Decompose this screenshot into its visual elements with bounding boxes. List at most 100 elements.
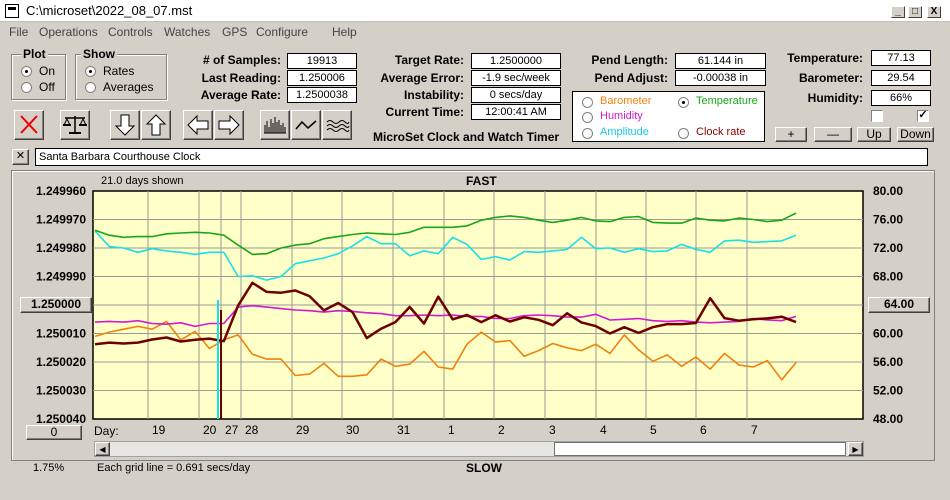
right-tick-label: 68.00 bbox=[873, 270, 903, 284]
average-rate-value: 1.2500038 bbox=[287, 87, 357, 103]
series-line-temperature bbox=[94, 212, 797, 256]
humidity-checkbox-2[interactable]: ✓ bbox=[917, 109, 929, 122]
arrow-down-icon bbox=[114, 114, 136, 136]
menu-operations[interactable]: Operations bbox=[39, 25, 98, 39]
average-error-value: -1.9 sec/week bbox=[471, 70, 561, 86]
noise-view-button[interactable] bbox=[322, 110, 352, 140]
scale-up-button[interactable]: Up bbox=[857, 127, 891, 142]
x-tick-label: 27 bbox=[225, 423, 239, 437]
window-title: C:\microset\2022_08_07.mst bbox=[26, 3, 193, 18]
menu-controls[interactable]: Controls bbox=[108, 25, 153, 39]
humidity-radio[interactable] bbox=[582, 112, 593, 123]
histogram-icon bbox=[264, 117, 286, 134]
scroll-right-button[interactable] bbox=[214, 110, 244, 140]
close-window-button[interactable]: X bbox=[927, 6, 941, 18]
right-tick-label: 76.00 bbox=[873, 213, 903, 227]
right-axis-ticks: 80.0076.0072.0068.0064.0060.0056.0052.00… bbox=[873, 184, 903, 426]
barometer-radio-label: Barometer bbox=[600, 95, 652, 107]
clock-name-field[interactable]: Santa Barbara Courthouse Clock bbox=[35, 148, 928, 166]
left-tick-label: 1.249970 bbox=[36, 213, 86, 227]
humidity-radio-label: Humidity bbox=[600, 110, 643, 122]
fast-label: FAST bbox=[466, 174, 497, 188]
series-line-humidity bbox=[94, 304, 797, 328]
temperature-value: 77.13 bbox=[871, 50, 931, 66]
chart-panel bbox=[11, 170, 935, 461]
menu-help[interactable]: Help bbox=[332, 25, 357, 39]
right-tick-label: 72.00 bbox=[873, 241, 903, 255]
scroll-down-button[interactable] bbox=[110, 110, 140, 140]
scroll-up-button[interactable] bbox=[141, 110, 171, 140]
slow-label: SLOW bbox=[466, 461, 502, 475]
left-axis-center-button[interactable]: 1.250000 bbox=[20, 297, 92, 313]
show-averages-radio[interactable] bbox=[85, 82, 96, 93]
scale-minus-button[interactable]: — bbox=[814, 127, 852, 142]
menu-gps[interactable]: GPS bbox=[222, 25, 248, 39]
clock-rate-radio[interactable] bbox=[678, 128, 689, 139]
scale-plus-button[interactable]: + bbox=[775, 127, 807, 142]
x-tick-label: 29 bbox=[296, 423, 310, 437]
scale-balance-button[interactable] bbox=[60, 110, 90, 140]
barometer-radio[interactable] bbox=[582, 97, 593, 108]
menu-bar: File Operations Controls Watches GPS Con… bbox=[0, 23, 950, 41]
percent-label: 1.75% bbox=[33, 462, 65, 474]
current-time-value: 12:00:41 AM bbox=[471, 104, 561, 120]
show-group-title: Show bbox=[81, 47, 117, 61]
scroll-left-button[interactable] bbox=[183, 110, 213, 140]
humidity-checkbox-1[interactable] bbox=[871, 110, 883, 122]
x-tick-label: 31 bbox=[397, 423, 411, 437]
maximize-button[interactable]: □ bbox=[908, 6, 922, 18]
show-rates-radio[interactable] bbox=[85, 66, 96, 77]
stop-button[interactable] bbox=[14, 110, 44, 140]
scroll-right-arrow-icon[interactable]: ▶ bbox=[848, 442, 863, 456]
amplitude-radio-label: Amplitude bbox=[600, 126, 649, 138]
series-select-group: Barometer Temperature Humidity Amplitude… bbox=[572, 91, 765, 142]
plot-group: Plot On Off bbox=[11, 47, 66, 100]
app-title: MicroSet Clock and Watch Timer bbox=[373, 130, 560, 144]
target-rate-value: 1.2500000 bbox=[471, 53, 561, 69]
show-rates-label: Rates bbox=[103, 64, 135, 78]
scroll-left-arrow-icon[interactable]: ◀ bbox=[95, 442, 110, 456]
pend-adjust-value: -0.00038 in bbox=[675, 70, 766, 86]
menu-configure[interactable]: Configure bbox=[256, 25, 309, 39]
barometer-value: 29.54 bbox=[871, 70, 931, 86]
x-tick-label: 28 bbox=[245, 423, 259, 437]
barometer-label: Barometer: bbox=[798, 71, 863, 85]
days-shown-label: 21.0 days shown bbox=[101, 175, 184, 187]
right-axis-center-button[interactable]: 64.00 bbox=[868, 297, 930, 313]
minimize-button[interactable]: _ bbox=[891, 6, 905, 18]
wave-view-button[interactable] bbox=[291, 110, 321, 140]
histogram-view-button[interactable] bbox=[260, 110, 290, 140]
amplitude-radio[interactable] bbox=[582, 128, 593, 139]
samples-value: 19913 bbox=[287, 53, 357, 69]
menu-file[interactable]: File bbox=[9, 25, 29, 39]
offset-zero-button[interactable]: 0 bbox=[26, 425, 82, 440]
plot-off-radio[interactable] bbox=[21, 82, 32, 93]
target-rate-label: Target Rate: bbox=[394, 53, 464, 67]
plot-on-label: On bbox=[39, 64, 56, 78]
horizontal-scrollbar[interactable]: ◀ ▶ bbox=[94, 441, 864, 457]
scale-down-button[interactable]: Down bbox=[897, 127, 934, 142]
clock-rate-radio-label: Clock rate bbox=[696, 126, 746, 138]
left-tick-label: 1.250010 bbox=[36, 327, 86, 341]
left-tick-label: 1.249980 bbox=[36, 241, 86, 255]
left-tick-label: 1.250040 bbox=[36, 412, 86, 426]
clear-clock-name-button[interactable]: ✕ bbox=[12, 149, 29, 165]
right-tick-label: 52.00 bbox=[873, 384, 903, 398]
average-error-label: Average Error: bbox=[380, 71, 464, 85]
plot-on-radio[interactable] bbox=[21, 66, 32, 77]
x-tick-label: 19 bbox=[152, 423, 166, 437]
temperature-radio[interactable] bbox=[678, 97, 689, 108]
right-tick-label: 80.00 bbox=[873, 184, 903, 198]
pend-length-label: Pend Length: bbox=[591, 53, 668, 67]
instability-label: Instability: bbox=[403, 88, 464, 102]
menu-watches[interactable]: Watches bbox=[164, 25, 211, 39]
samples-label: # of Samples: bbox=[202, 53, 281, 67]
plot-off-label: Off bbox=[39, 80, 55, 94]
average-rate-label: Average Rate: bbox=[200, 88, 281, 102]
grid-note-label: Each grid line = 0.691 secs/day bbox=[97, 462, 251, 474]
pend-length-value: 61.144 in bbox=[675, 53, 766, 69]
balance-icon bbox=[63, 116, 87, 134]
right-tick-label: 48.00 bbox=[873, 412, 903, 426]
scrollbar-thumb[interactable] bbox=[554, 442, 846, 456]
